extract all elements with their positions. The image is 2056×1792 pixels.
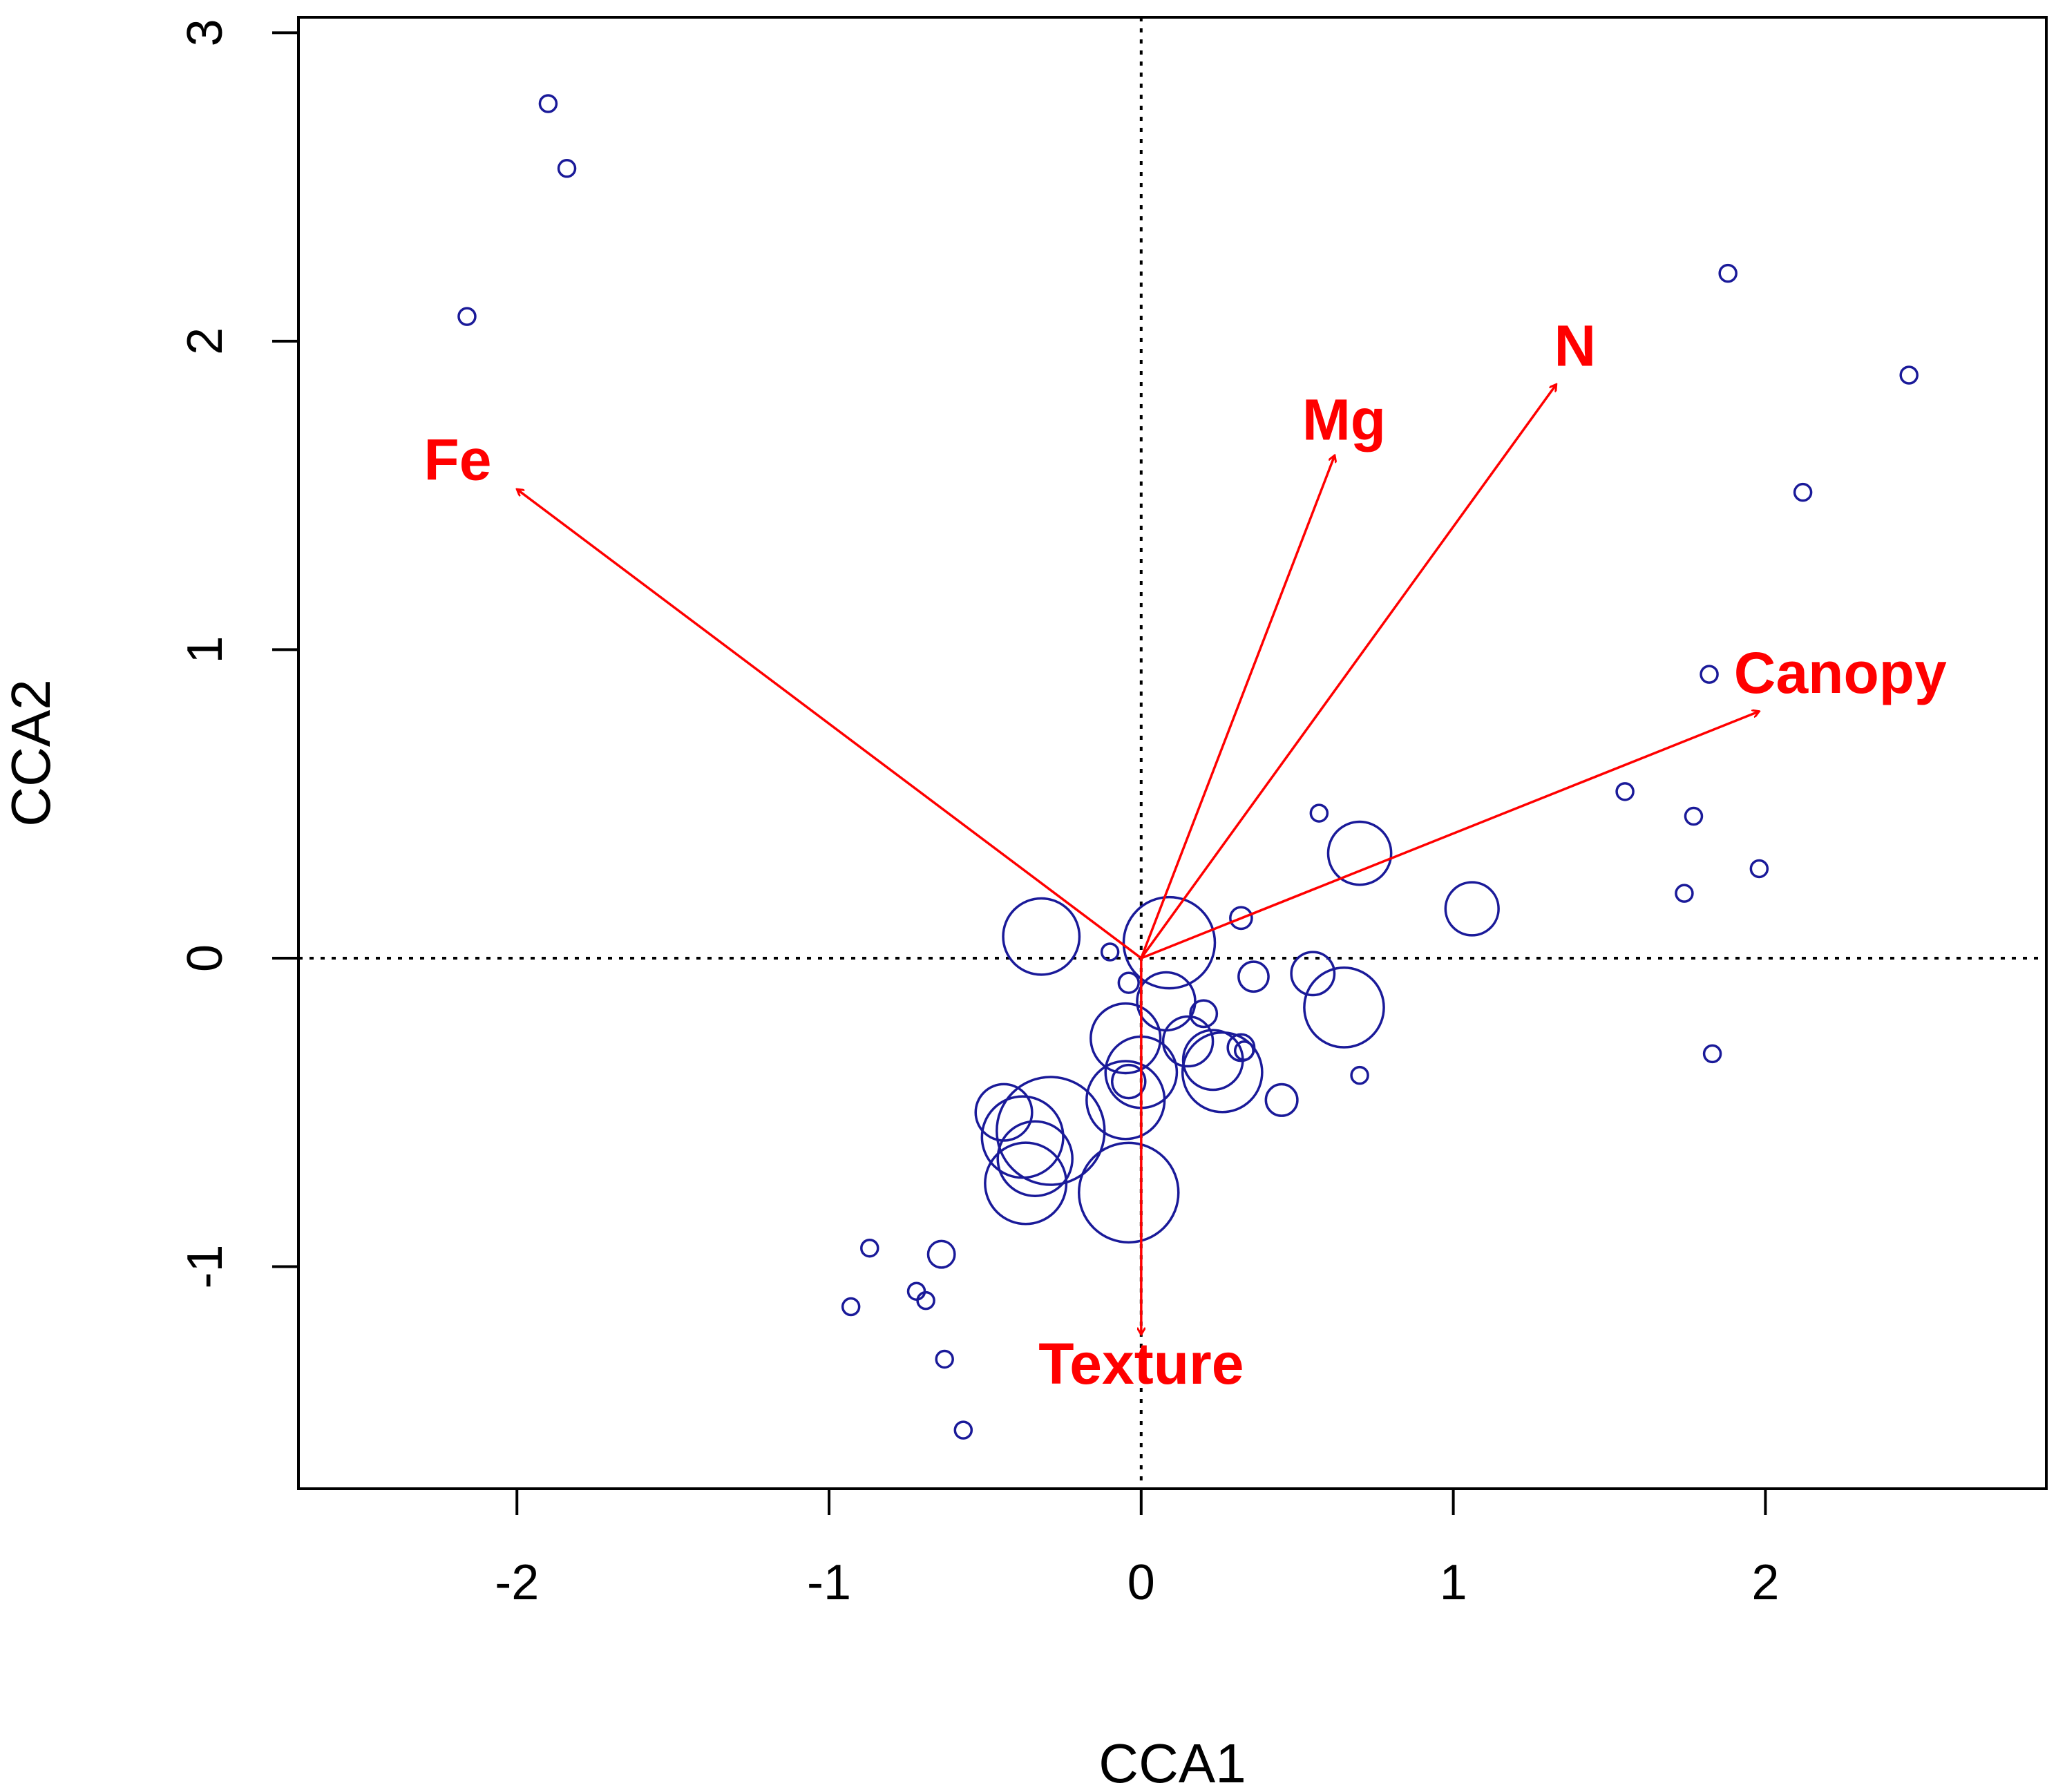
site-point <box>1189 999 1219 1029</box>
site-point <box>860 1238 879 1258</box>
site-point <box>1161 1015 1215 1068</box>
site-point <box>457 307 477 326</box>
site-point <box>984 1141 1068 1226</box>
y-tick-label: 2 <box>178 327 233 355</box>
plot-frame <box>297 16 2048 1490</box>
x-tick-label: 2 <box>1751 1555 1779 1610</box>
site-point <box>996 1076 1106 1186</box>
arrow-label-mg: Mg <box>1302 388 1386 452</box>
y-tick-label: 1 <box>178 636 233 663</box>
site-point <box>1899 365 1919 385</box>
site-point <box>996 1120 1074 1197</box>
arrow-label-texture: Texture <box>1038 1331 1244 1396</box>
site-point <box>906 1281 926 1301</box>
x-axis: -2 -1 0 1 2 <box>495 1487 1779 1610</box>
site-point <box>1181 1029 1244 1092</box>
x-tick-label: -1 <box>807 1555 851 1610</box>
arrow-canopy <box>1141 712 1760 960</box>
arrow-label-fe: Fe <box>423 428 491 493</box>
y-tick-label: 3 <box>178 19 233 46</box>
x-tick-label: 1 <box>1440 1555 1467 1610</box>
site-point <box>1117 971 1140 994</box>
y-tick-label: -1 <box>178 1244 233 1288</box>
site-point <box>1085 1060 1166 1141</box>
site-point <box>1702 1044 1722 1064</box>
site-point <box>1233 1040 1255 1061</box>
arrow-fe <box>517 489 1142 960</box>
site-point <box>1684 806 1704 826</box>
site-point <box>1444 881 1500 937</box>
site-point <box>926 1239 956 1269</box>
site-point <box>980 1095 1065 1179</box>
site-point <box>538 94 558 113</box>
site-point <box>1237 960 1270 993</box>
x-tick-label: 0 <box>1127 1555 1155 1610</box>
site-point <box>1181 1031 1264 1114</box>
arrow-label-canopy: Canopy <box>1734 640 1947 705</box>
site-point <box>1309 803 1329 823</box>
site-point <box>1111 1063 1147 1100</box>
x-axis-title: CCA1 <box>1098 1733 1246 1792</box>
site-point <box>916 1290 935 1310</box>
arrow-label-n: N <box>1554 313 1596 378</box>
site-point <box>1675 884 1694 903</box>
site-point <box>1303 966 1385 1049</box>
arrow-n <box>1140 384 1557 959</box>
site-point <box>1078 1141 1180 1244</box>
site-point <box>1264 1083 1299 1117</box>
arrow-mg <box>1140 455 1335 959</box>
site-point <box>1700 665 1719 684</box>
reference-lines <box>298 17 2046 1489</box>
site-point <box>1136 971 1197 1032</box>
y-axis-title: CCA2 <box>0 679 61 826</box>
site-point <box>953 1420 973 1440</box>
site-point <box>1350 1065 1369 1085</box>
x-tick-label: -2 <box>495 1555 539 1610</box>
site-point <box>841 1297 861 1317</box>
y-tick-label: 0 <box>178 944 233 972</box>
site-point <box>1793 482 1813 502</box>
site-point <box>557 159 577 178</box>
site-points <box>457 94 1919 1440</box>
site-point <box>1749 859 1769 879</box>
site-point <box>1089 1002 1162 1075</box>
site-point <box>1100 942 1120 962</box>
site-point <box>1326 820 1393 886</box>
site-point <box>1122 895 1217 990</box>
site-point <box>935 1349 954 1369</box>
y-axis: -1 0 1 2 3 <box>178 19 300 1289</box>
site-point <box>1718 263 1738 283</box>
site-point <box>1229 906 1253 931</box>
site-point <box>1615 782 1635 801</box>
environment-arrows: Fe Mg N Canopy Texture <box>423 313 1947 1396</box>
site-point <box>974 1083 1034 1142</box>
site-point <box>1290 951 1336 997</box>
site-point <box>1002 897 1081 976</box>
